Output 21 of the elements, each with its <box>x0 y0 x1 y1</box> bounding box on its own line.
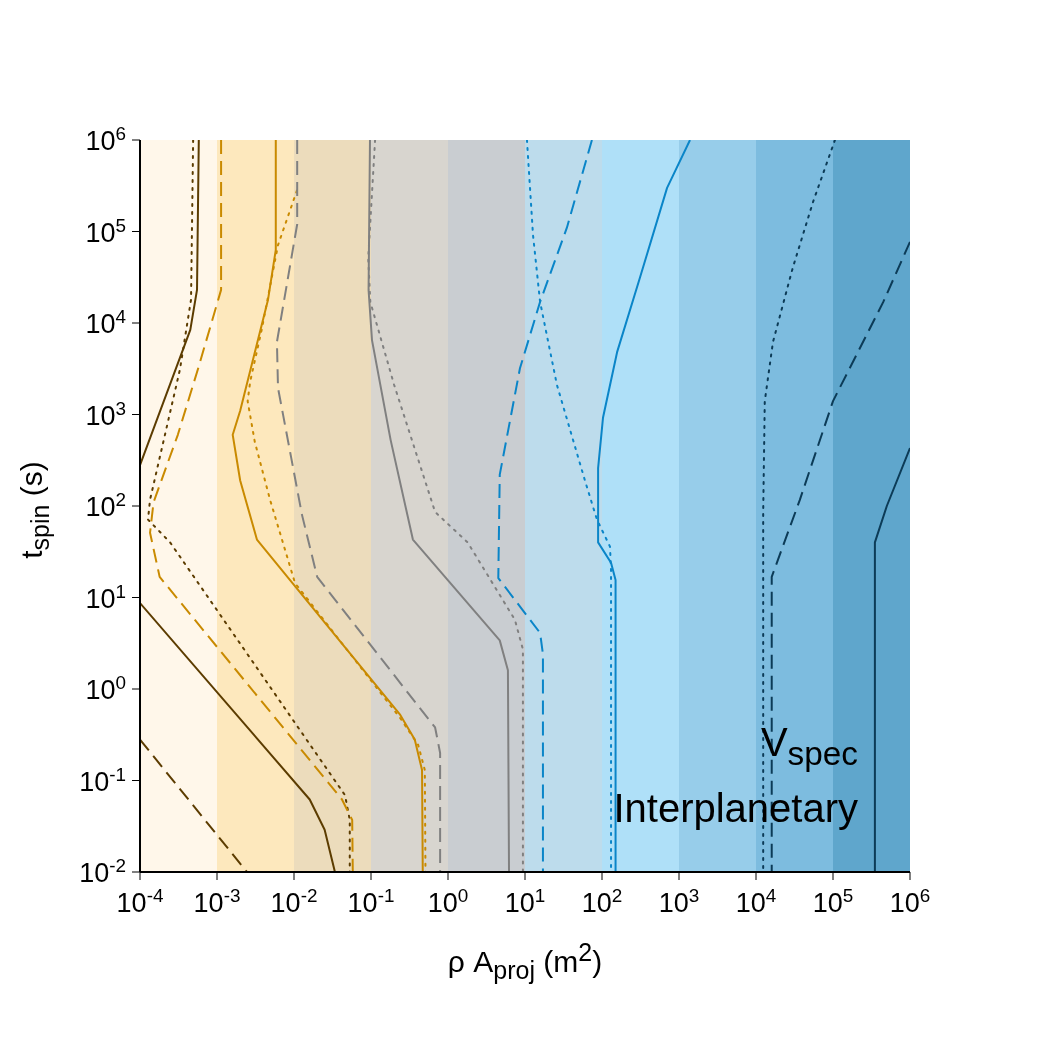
x-tick-label: 10$^{-2}$ <box>270 884 318 918</box>
x-axis-title: ρ A$_{proj}$ (m$^{2}$) <box>446 938 604 985</box>
y-tick-label: 10$^{1}$ <box>85 580 126 614</box>
x-tick-label: 10$^{4}$ <box>735 884 777 918</box>
x-tick-label: 10$^{6}$ <box>889 884 931 918</box>
y-tick-label: 10$^{4}$ <box>85 305 126 339</box>
y-tick-label: 10$^{5}$ <box>85 214 126 248</box>
x-tick-label: 10$^{3}$ <box>658 884 700 918</box>
y-tick-label: 10$^{0}$ <box>85 671 126 705</box>
x-tick-label: 10$^{2}$ <box>581 884 623 918</box>
y-tick-label: 10$^{6}$ <box>85 122 126 156</box>
x-tick-label: 10$^{-3}$ <box>193 884 241 918</box>
y-tick-label: 10$^{2}$ <box>85 488 126 522</box>
x-tick-label: 10$^{-1}$ <box>347 884 395 918</box>
annotation: Interplanetary <box>613 785 858 832</box>
x-tick-label: 10$^{5}$ <box>812 884 854 918</box>
y-tick-label: 10$^{3}$ <box>85 397 126 431</box>
x-tick-label: 10$^{0}$ <box>427 884 469 918</box>
x-tick-label: 10$^{1}$ <box>504 884 546 918</box>
y-tick-label: 10$^{-1}$ <box>79 763 126 797</box>
annotation: V$_{spec}$ <box>759 719 858 774</box>
